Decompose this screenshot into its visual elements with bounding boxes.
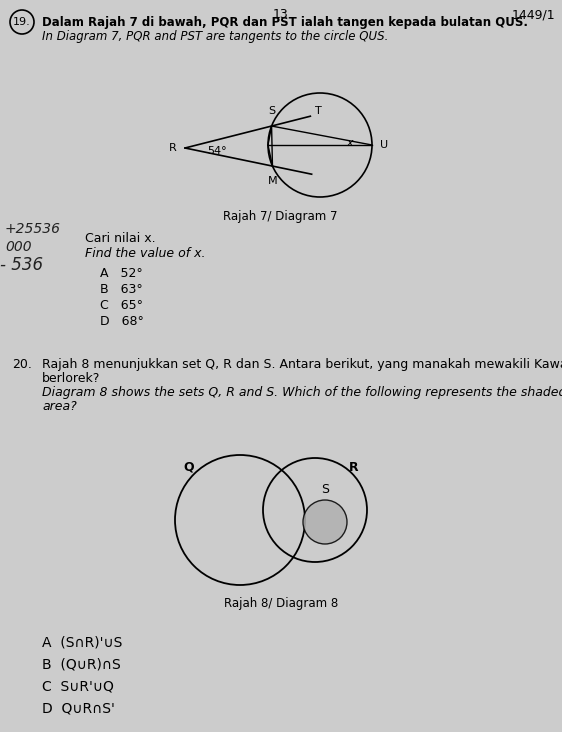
Text: T: T [315,106,322,116]
Text: In Diagram 7, PQR and PST are tangents to the circle QUS.: In Diagram 7, PQR and PST are tangents t… [42,30,388,43]
Text: R: R [169,143,177,153]
Text: C   65°: C 65° [100,299,143,312]
Text: 19.: 19. [13,17,31,27]
Text: x: x [347,138,353,148]
Text: Rajah 8 menunjukkan set Q, R dan S. Antara berikut, yang manakah mewakili Kawasa: Rajah 8 menunjukkan set Q, R dan S. Anta… [42,358,562,371]
Text: 54°: 54° [207,146,226,156]
Text: B   63°: B 63° [100,283,143,296]
Text: Q: Q [183,460,194,473]
Text: Dalam Rajah 7 di bawah, PQR dan PST ialah tangen kepada bulatan QUS.: Dalam Rajah 7 di bawah, PQR dan PST iala… [42,16,528,29]
Text: M: M [268,176,277,186]
Text: Rajah 8/ Diagram 8: Rajah 8/ Diagram 8 [224,597,338,610]
Text: C  S∪R'∪Q: C S∪R'∪Q [42,679,114,693]
Text: 000: 000 [5,240,31,254]
Text: Diagram 8 shows the sets Q, R and S. Which of the following represents the shade: Diagram 8 shows the sets Q, R and S. Whi… [42,386,562,399]
Text: 13: 13 [273,8,289,21]
Text: A   52°: A 52° [100,267,143,280]
Text: S: S [268,106,275,116]
Text: R: R [350,461,359,474]
Text: Rajah 7/ Diagram 7: Rajah 7/ Diagram 7 [223,210,337,223]
Text: 1449/1: 1449/1 [511,8,555,21]
Circle shape [303,500,347,544]
Text: Find the value of x.: Find the value of x. [85,247,206,260]
Text: area?: area? [42,400,77,413]
Text: berlorek?: berlorek? [42,372,101,385]
Text: S: S [321,483,329,496]
Text: A  (S∩R)'∪S: A (S∩R)'∪S [42,635,123,649]
Text: D  Q∪R∩S': D Q∪R∩S' [42,701,115,715]
Text: B  (Q∪R)∩S: B (Q∪R)∩S [42,657,121,671]
Text: +25536: +25536 [5,222,61,236]
Text: D   68°: D 68° [100,315,144,328]
Text: Cari nilai x.: Cari nilai x. [85,232,156,245]
Text: - 536: - 536 [0,256,43,274]
Text: 20.: 20. [12,358,32,371]
Text: U: U [380,140,388,150]
